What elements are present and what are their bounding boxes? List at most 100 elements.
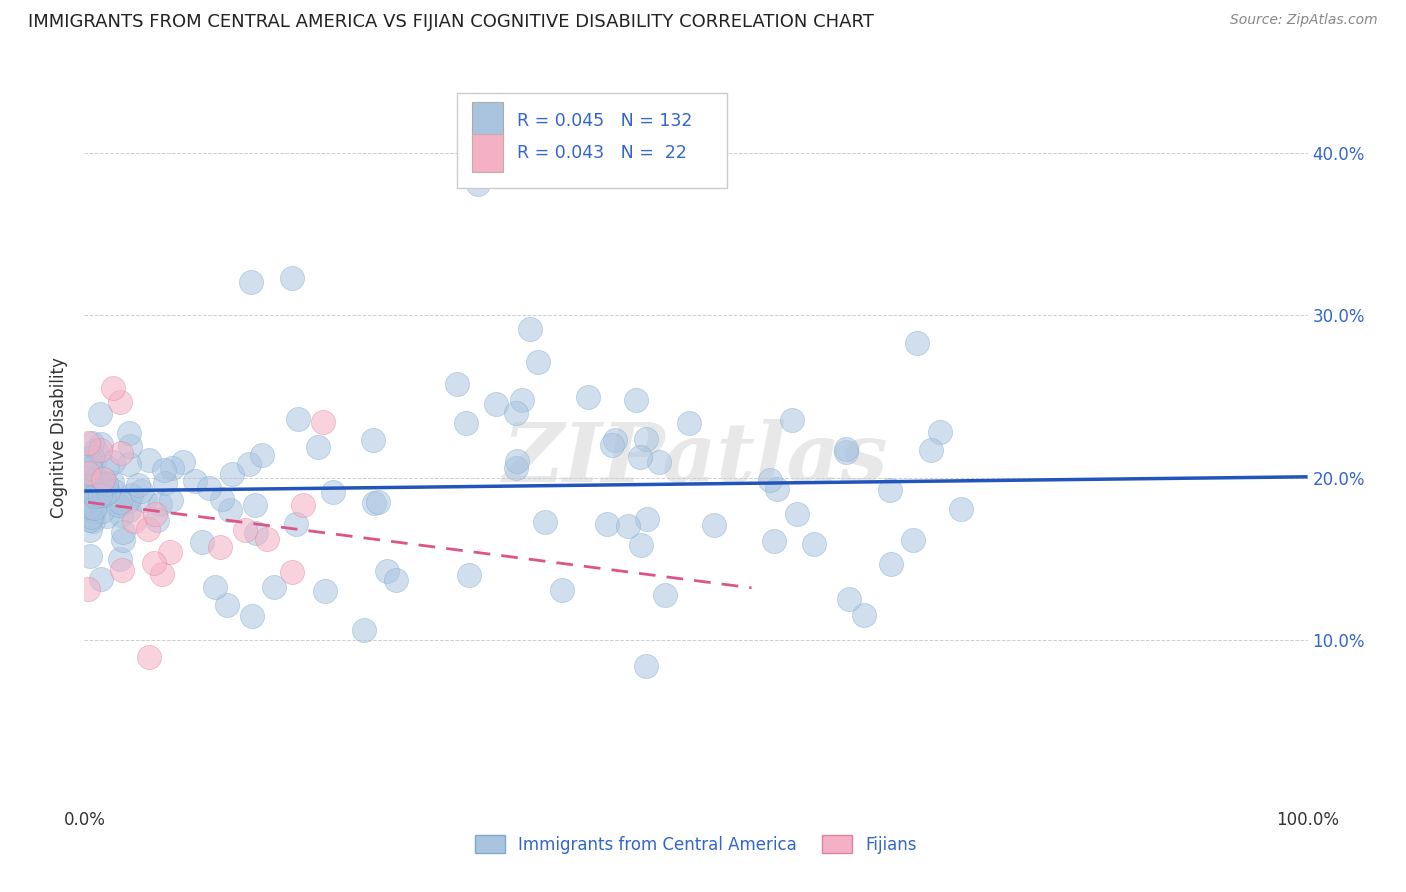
Text: ZIPatlas: ZIPatlas: [503, 419, 889, 499]
Point: [880, 557, 903, 571]
Point: [146, 513, 169, 527]
Point: [83, 500, 105, 515]
Point: [83, 504, 105, 518]
Point: [551, 583, 574, 598]
Y-axis label: Cognitive Disability: Cognitive Disability: [49, 357, 67, 517]
Point: [519, 321, 541, 335]
Point: [852, 608, 875, 623]
Point: [446, 377, 468, 392]
Point: [120, 439, 142, 453]
Point: [77, 436, 100, 450]
Point: [103, 484, 125, 499]
Point: [89, 488, 111, 502]
Point: [96, 460, 118, 475]
Point: [91, 475, 114, 490]
Point: [256, 533, 278, 547]
Point: [367, 495, 389, 509]
Point: [307, 440, 329, 454]
Point: [79, 461, 101, 475]
Point: [127, 478, 149, 492]
Point: [363, 496, 385, 510]
Point: [138, 453, 160, 467]
Point: [263, 580, 285, 594]
Point: [129, 483, 152, 498]
Point: [630, 538, 652, 552]
Point: [97, 485, 120, 500]
Text: Source: ZipAtlas.com: Source: ZipAtlas.com: [1230, 13, 1378, 28]
Point: [90, 572, 112, 586]
Point: [89, 442, 111, 457]
Point: [901, 533, 924, 548]
Point: [221, 467, 243, 481]
Point: [112, 533, 135, 547]
Point: [211, 492, 233, 507]
Point: [208, 541, 231, 555]
Legend: Immigrants from Central America, Fijians: Immigrants from Central America, Fijians: [468, 829, 924, 860]
Point: [79, 549, 101, 564]
Point: [762, 534, 785, 549]
Point: [110, 508, 132, 522]
Point: [678, 416, 700, 430]
Point: [929, 425, 952, 439]
Point: [96, 508, 118, 523]
Point: [101, 455, 124, 469]
Point: [636, 512, 658, 526]
Point: [110, 446, 132, 460]
Point: [533, 515, 555, 529]
Point: [159, 493, 181, 508]
Point: [79, 470, 101, 484]
Point: [703, 517, 725, 532]
Point: [454, 416, 477, 430]
Point: [108, 551, 131, 566]
Point: [648, 455, 671, 469]
Point: [457, 568, 479, 582]
Point: [84, 483, 107, 498]
Point: [93, 472, 115, 486]
Text: R = 0.045   N = 132: R = 0.045 N = 132: [517, 112, 693, 130]
Point: [835, 444, 858, 458]
Point: [634, 659, 657, 673]
Point: [80, 450, 103, 464]
Point: [198, 481, 221, 495]
Point: [118, 425, 141, 440]
Point: [111, 563, 134, 577]
Point: [950, 502, 973, 516]
Point: [361, 433, 384, 447]
Point: [600, 437, 623, 451]
Point: [353, 623, 375, 637]
Point: [172, 455, 194, 469]
Point: [79, 523, 101, 537]
Point: [79, 513, 101, 527]
Point: [617, 518, 640, 533]
Point: [138, 649, 160, 664]
Point: [215, 598, 238, 612]
Point: [83, 454, 105, 468]
Point: [101, 475, 124, 490]
Point: [111, 524, 134, 539]
Point: [835, 442, 858, 457]
Point: [576, 390, 599, 404]
Point: [191, 534, 214, 549]
Point: [143, 556, 166, 570]
Point: [160, 460, 183, 475]
Point: [94, 477, 117, 491]
Point: [80, 509, 103, 524]
Point: [245, 525, 267, 540]
Point: [79, 476, 101, 491]
Point: [505, 460, 527, 475]
Point: [245, 498, 267, 512]
Point: [485, 397, 508, 411]
Point: [110, 494, 132, 508]
Point: [91, 504, 114, 518]
Point: [786, 508, 808, 522]
Point: [467, 178, 489, 192]
Bar: [472, 135, 503, 172]
Point: [385, 573, 408, 587]
Point: [108, 394, 131, 409]
Point: [780, 413, 803, 427]
Point: [77, 467, 100, 481]
Point: [322, 485, 344, 500]
Point: [287, 412, 309, 426]
Point: [239, 275, 262, 289]
Point: [91, 487, 114, 501]
